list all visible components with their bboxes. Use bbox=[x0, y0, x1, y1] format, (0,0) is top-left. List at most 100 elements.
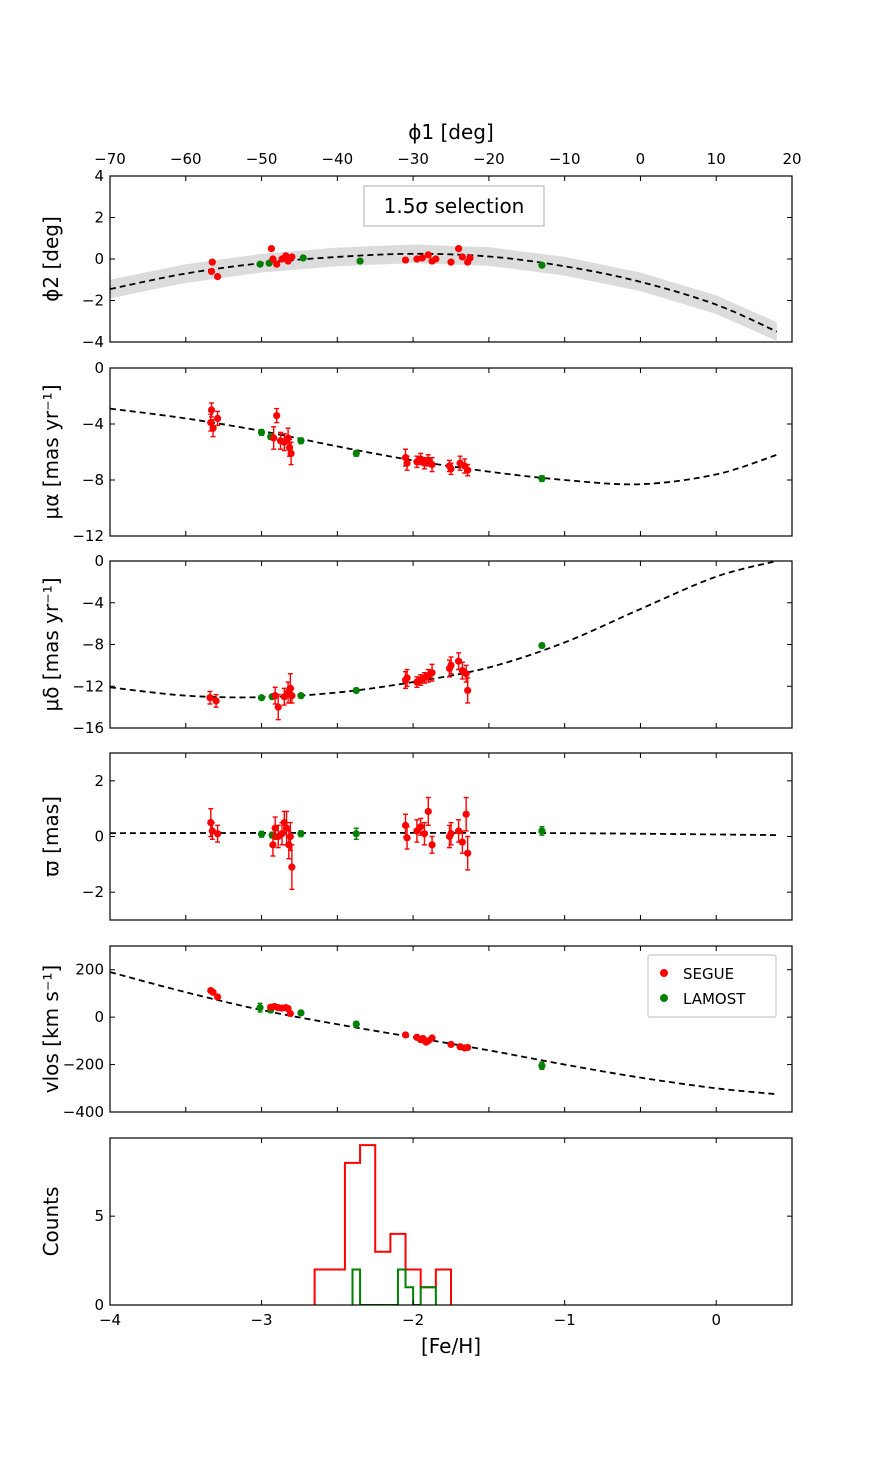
data-point-lamost bbox=[352, 686, 360, 695]
data-point-lamost bbox=[297, 1009, 305, 1017]
data-point-lamost bbox=[257, 428, 266, 436]
y-axis-label: μδ [mas yr⁻¹] bbox=[39, 577, 63, 711]
data-point-lamost bbox=[256, 1004, 264, 1012]
plot-area-parallax bbox=[110, 796, 777, 891]
y-axis-label: ϕ2 [deg] bbox=[39, 216, 63, 302]
data-point-segue bbox=[212, 697, 220, 705]
data-point-segue bbox=[428, 669, 436, 677]
y-tick-label: −2 bbox=[82, 292, 104, 310]
data-point-lamost bbox=[538, 641, 546, 650]
y-tick-label: −4 bbox=[82, 415, 104, 433]
plot-area-pmdec bbox=[110, 561, 778, 721]
y-tick-label: −400 bbox=[63, 1103, 104, 1121]
data-point-lamost bbox=[538, 475, 546, 483]
data-point-segue bbox=[273, 412, 281, 420]
y-tick-label: −4 bbox=[82, 594, 104, 612]
data-point-segue bbox=[417, 823, 425, 831]
y-tick-label: 2 bbox=[94, 209, 104, 227]
panel-vlos: −400 −200 0 200 vlos [km s⁻¹] SEGUE LAMOST bbox=[39, 945, 793, 1121]
data-point-segue bbox=[466, 254, 474, 262]
legend-marker-lamost bbox=[660, 994, 668, 1002]
plot-area-vlos bbox=[110, 971, 777, 1096]
data-point-lamost bbox=[257, 830, 266, 838]
y-tick-label: 0 bbox=[94, 552, 104, 570]
data-point-segue bbox=[464, 686, 472, 695]
panel-feh: 0 5 Counts −4 −3 −2 −1 0 [Fe/H] bbox=[39, 1137, 793, 1358]
data-point-segue bbox=[424, 807, 432, 816]
data-point-lamost bbox=[538, 261, 546, 269]
data-point-segue bbox=[464, 466, 472, 474]
data-point-lamost bbox=[352, 449, 360, 457]
y-tick-label: 0 bbox=[94, 359, 104, 377]
legend-label-segue: SEGUE bbox=[683, 965, 734, 983]
data-point-segue bbox=[454, 657, 463, 665]
data-point-segue bbox=[206, 694, 214, 702]
data-point-segue bbox=[458, 838, 466, 846]
series-lamost bbox=[257, 826, 546, 840]
data-point-segue bbox=[288, 692, 296, 700]
x-tick-label: −20 bbox=[473, 150, 505, 168]
x-tick-label: −70 bbox=[94, 150, 126, 168]
x-tick-label: −30 bbox=[397, 150, 429, 168]
annotation-text: 1.5σ selection bbox=[384, 194, 525, 218]
y-tick-label: −12 bbox=[72, 527, 104, 545]
data-point-segue bbox=[286, 1009, 294, 1018]
y-axis-label: μα [mas yr⁻¹] bbox=[39, 384, 63, 519]
data-point-segue bbox=[447, 661, 455, 669]
y-tick-label: −4 bbox=[82, 333, 104, 351]
data-point-segue bbox=[464, 849, 472, 857]
panel-parallax: −2 0 2 ϖ [mas] bbox=[39, 752, 793, 921]
data-point-lamost bbox=[297, 437, 305, 445]
legend-frame bbox=[647, 954, 777, 1018]
data-point-lamost bbox=[297, 692, 305, 700]
y-axis-label: ϖ [mas] bbox=[39, 796, 63, 877]
data-point-segue bbox=[209, 988, 217, 996]
data-point-segue bbox=[428, 1034, 436, 1042]
y-tick-label: 0 bbox=[94, 1296, 104, 1314]
y-tick-label: −8 bbox=[82, 636, 104, 654]
data-point-segue bbox=[267, 245, 276, 253]
data-point-segue bbox=[207, 267, 216, 276]
annotation-frame bbox=[363, 185, 545, 227]
data-point-segue bbox=[401, 256, 410, 264]
data-point-lamost bbox=[297, 830, 305, 838]
y-tick-label: 5 bbox=[94, 1207, 104, 1225]
axes-frame bbox=[109, 560, 793, 729]
y-tick-label: 0 bbox=[94, 1008, 104, 1026]
series-segue bbox=[207, 796, 472, 891]
legend-marker-segue bbox=[660, 969, 668, 977]
y-tick-label: 2 bbox=[94, 772, 104, 790]
data-point-segue bbox=[447, 258, 455, 266]
data-point-segue bbox=[284, 434, 292, 442]
data-point-segue bbox=[214, 414, 222, 422]
histogram-segue bbox=[313, 1144, 452, 1305]
y-tick-label: 4 bbox=[94, 167, 104, 185]
legend: SEGUE LAMOST bbox=[647, 954, 777, 1018]
data-point-segue bbox=[428, 461, 436, 469]
data-point-segue bbox=[401, 821, 410, 829]
data-point-lamost bbox=[352, 1020, 360, 1028]
model-curve bbox=[110, 831, 777, 837]
y-axis-label: Counts bbox=[39, 1187, 63, 1257]
data-point-segue bbox=[269, 841, 277, 849]
data-point-segue bbox=[403, 459, 411, 467]
data-point-lamost bbox=[538, 827, 546, 835]
data-point-segue bbox=[271, 692, 279, 700]
data-point-lamost bbox=[352, 830, 360, 838]
x-tick-label: −4 bbox=[99, 1311, 121, 1329]
series-lamost bbox=[256, 1002, 546, 1071]
data-point-segue bbox=[447, 830, 455, 838]
series-lamost bbox=[257, 641, 546, 702]
data-point-segue bbox=[424, 251, 432, 259]
y-tick-label: −200 bbox=[63, 1056, 104, 1074]
plot-area-phi2 bbox=[110, 244, 778, 341]
model-curve bbox=[110, 252, 778, 333]
model-curve bbox=[110, 971, 777, 1096]
data-point-segue bbox=[432, 255, 440, 263]
data-point-segue bbox=[288, 863, 296, 871]
axes-frame bbox=[109, 1137, 793, 1306]
data-point-segue bbox=[428, 841, 436, 849]
data-point-lamost bbox=[299, 254, 307, 262]
x-tick-label: −60 bbox=[170, 150, 202, 168]
data-point-segue bbox=[287, 449, 295, 457]
